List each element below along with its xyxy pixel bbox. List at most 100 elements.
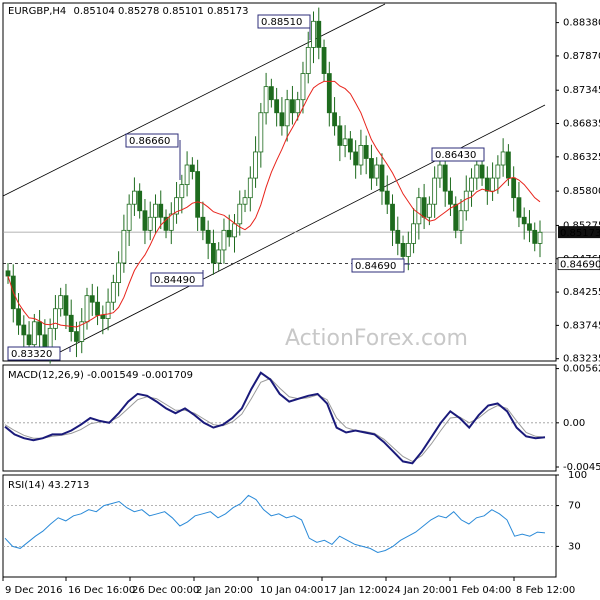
candle-body	[163, 216, 169, 231]
rsi-axis-tick-label: 30	[568, 541, 581, 552]
candle-body	[100, 314, 106, 319]
candle-body	[384, 190, 390, 205]
annotation-label: 0.83320	[11, 349, 52, 360]
candle-body	[195, 171, 201, 218]
candle-body	[479, 164, 485, 179]
candle-body	[116, 262, 122, 284]
price-annotation: 0.84690	[351, 258, 410, 273]
candle-body	[268, 86, 274, 101]
x-axis-tick-label: 16 Dec 16:00	[68, 585, 135, 596]
candle-body	[242, 197, 248, 205]
candle-body	[21, 324, 27, 336]
candle-body	[153, 203, 158, 218]
candle-body	[347, 138, 353, 153]
candle-body	[147, 216, 153, 231]
price-axis-tick-label: 0.87345	[563, 85, 600, 96]
candle-body	[474, 164, 480, 179]
current-price-tag-label: 0.85173	[560, 228, 600, 239]
candle-body	[469, 177, 474, 192]
candle-body	[53, 308, 58, 329]
candle-body	[232, 223, 237, 238]
candle-body	[432, 177, 438, 205]
candle-body	[321, 47, 327, 74]
x-axis-tick-label: 9 Dec 2016	[5, 585, 63, 596]
macd-line	[4, 371, 546, 465]
price-panel-frame	[2, 2, 557, 362]
candle-body	[221, 229, 227, 251]
candle-body	[216, 249, 222, 264]
candle-body	[505, 151, 511, 179]
macd-axis-tick-label: -0.004586	[563, 462, 600, 473]
x-axis-tick-label: 2 Jan 20:00	[196, 585, 253, 596]
candle-body	[5, 270, 11, 277]
candle-body	[284, 99, 290, 127]
candle-body	[63, 295, 69, 316]
axis-layer: 0.832350.837450.842550.847650.852750.858…	[2, 18, 600, 596]
annotation-label: 0.84490	[154, 275, 195, 286]
annotation-label: 0.86660	[129, 136, 170, 147]
candle-body	[537, 231, 543, 244]
ohlc-label: 0.85104 0.85278 0.85101 0.85173	[73, 6, 248, 17]
candle-body	[416, 197, 422, 225]
macd-layer	[3, 371, 556, 465]
candle-body	[274, 99, 280, 114]
candle-body	[200, 216, 206, 231]
x-axis-tick-label: 8 Feb 12:00	[516, 585, 575, 596]
price-axis-tick-label: 0.86835	[563, 119, 600, 130]
annotation-label: 0.86430	[435, 150, 476, 161]
price-axis-tick-label: 0.83745	[563, 320, 600, 331]
candle-body	[158, 203, 164, 218]
price-header: EURGBP,H4 0.85104 0.85278 0.85101 0.8517…	[8, 6, 248, 17]
candle-body	[58, 295, 64, 310]
macd-axis-tick-label: 0.005627	[563, 364, 600, 375]
candle-body	[89, 295, 95, 303]
candle-body	[311, 20, 316, 48]
x-axis-tick-label: 10 Jan 04:00	[260, 585, 323, 596]
candle-body	[279, 112, 285, 127]
price-annotation: 0.88510	[257, 14, 311, 40]
candle-body	[184, 164, 190, 186]
candle-body	[110, 282, 116, 303]
candle-body	[405, 243, 411, 257]
moving-average-line	[7, 80, 541, 328]
candle-body	[500, 151, 506, 166]
candle-body	[37, 321, 43, 336]
candle-body	[84, 295, 90, 323]
annotation-box	[150, 272, 204, 287]
candle-body	[411, 223, 416, 244]
candle-body	[237, 203, 243, 225]
candle-body	[490, 177, 495, 192]
candle-body	[484, 177, 490, 192]
x-axis-tick-label: 24 Jan 20:00	[388, 585, 451, 596]
support-tag	[557, 257, 600, 271]
channel-lower-line	[59, 104, 546, 353]
candle-body	[205, 229, 211, 244]
price-axis-tick-label: 0.83235	[563, 354, 600, 365]
candle-body	[316, 20, 322, 48]
price-layer: 0.83320 0.84490 0.86660 0.88510 0.84690 0.864…	[2, 3, 556, 364]
symbol-label: EURGBP,H4	[8, 6, 66, 17]
candle-body	[137, 190, 143, 212]
annotation-box	[125, 133, 179, 148]
rsi-axis-tick-label: 70	[568, 501, 581, 512]
rsi-header: RSI(14) 43.2713	[8, 480, 89, 491]
candle-body	[395, 229, 401, 244]
candle-body	[74, 331, 79, 342]
candle-body	[374, 164, 380, 179]
candle-body	[390, 203, 395, 231]
rsi-line	[4, 494, 546, 554]
candle-body	[31, 321, 37, 346]
candle-body	[79, 321, 85, 342]
x-axis-tick-label: 26 Dec 00:00	[132, 585, 199, 596]
candle-body	[453, 203, 459, 231]
macd-header: MACD(12,26,9) -0.001549 -0.001709	[8, 370, 193, 381]
rsi-layer	[3, 494, 556, 554]
candle-body	[290, 99, 295, 114]
candle-body	[305, 47, 311, 74]
price-annotation: 0.84490	[150, 270, 204, 287]
annotation-box	[431, 147, 485, 162]
candle-body	[132, 190, 137, 205]
rsi-axis-tick-label: 100	[568, 470, 587, 481]
